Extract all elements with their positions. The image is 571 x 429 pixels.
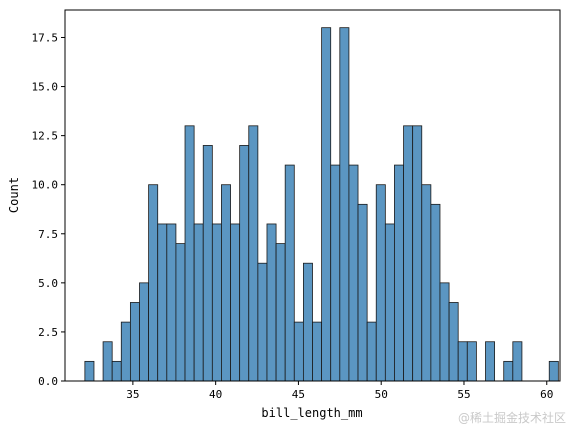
- x-axis-ticks: 35 40 45 50 55 60: [126, 381, 553, 401]
- y-tick-label: 0.0: [38, 375, 58, 388]
- histogram-bar: [166, 223, 177, 382]
- histogram-bar: [366, 321, 377, 382]
- histogram-bar: [330, 164, 341, 382]
- histogram-bar: [339, 27, 350, 382]
- histogram-bar: [457, 341, 468, 382]
- histogram-bar: [448, 302, 459, 382]
- histogram-bar: [548, 360, 559, 382]
- y-axis-label: Count: [7, 177, 21, 213]
- histogram-bar: [284, 164, 295, 382]
- histogram-bar: [111, 360, 122, 382]
- histogram-bar: [202, 145, 213, 382]
- x-tick-label: 45: [292, 388, 305, 401]
- y-tick-label: 5.0: [38, 277, 58, 290]
- histogram-bar: [275, 243, 286, 382]
- histogram-bar: [503, 360, 514, 382]
- y-tick-label: 10.0: [32, 179, 59, 192]
- histogram-bar: [184, 125, 195, 382]
- x-tick-label: 40: [209, 388, 222, 401]
- histogram-bar: [129, 302, 140, 382]
- histogram-bar: [139, 282, 150, 382]
- histogram-bar: [148, 184, 159, 382]
- histogram-bar: [348, 164, 359, 382]
- histogram-bars: [84, 27, 559, 382]
- histogram-bar: [221, 184, 231, 382]
- x-tick-label: 50: [375, 388, 388, 401]
- histogram-bar: [302, 262, 313, 382]
- histogram-bar: [84, 360, 95, 382]
- histogram-bar: [394, 164, 404, 382]
- histogram-bar: [430, 203, 441, 382]
- y-tick-label: 17.5: [32, 31, 59, 44]
- watermark-text: @稀土掘金技术社区: [458, 410, 566, 425]
- histogram-bar: [357, 203, 368, 382]
- y-tick-label: 2.5: [38, 326, 58, 339]
- histogram-bar: [230, 223, 241, 382]
- histogram-bar: [375, 184, 386, 382]
- y-tick-label: 12.5: [32, 130, 59, 143]
- x-axis-label: bill_length_mm: [261, 406, 362, 420]
- histogram-bar: [466, 341, 477, 382]
- y-tick-label: 15.0: [32, 81, 59, 94]
- histogram-bar: [157, 223, 168, 382]
- histogram-bar: [512, 341, 523, 382]
- histogram-bar: [175, 243, 186, 382]
- histogram-bar: [120, 321, 131, 382]
- histogram-bar: [421, 184, 432, 382]
- histogram-bar: [211, 223, 222, 382]
- plot-frame: [64, 9, 561, 382]
- histogram-bar: [239, 145, 250, 382]
- histogram-bar: [384, 223, 395, 382]
- histogram-bar: [266, 223, 277, 382]
- histogram-bar: [257, 262, 268, 382]
- histogram-bar: [403, 125, 414, 382]
- histogram-bar: [102, 341, 113, 382]
- y-axis-ticks: 0.0 2.5 5.0 7.5 10.0 12.5 15.0 17.5: [32, 31, 65, 388]
- x-tick-label: 60: [540, 388, 553, 401]
- y-tick-label: 7.5: [38, 228, 58, 241]
- x-tick-label: 55: [457, 388, 470, 401]
- histogram-bar: [248, 125, 259, 382]
- histogram-bar: [312, 321, 323, 382]
- histogram-bar: [485, 341, 496, 382]
- histogram-bar: [321, 27, 332, 382]
- histogram-bar: [439, 282, 450, 382]
- histogram-bar: [293, 321, 304, 382]
- histogram-bar: [193, 223, 204, 382]
- x-tick-label: 35: [126, 388, 139, 401]
- histogram-bar: [412, 125, 423, 382]
